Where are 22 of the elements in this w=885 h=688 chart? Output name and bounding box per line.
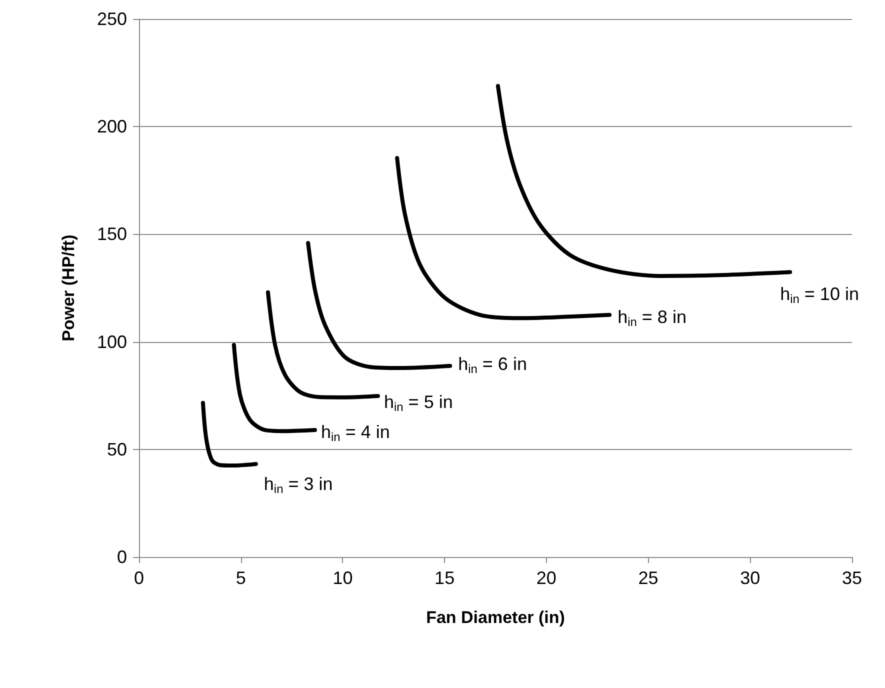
- x-tick-label: 30: [740, 568, 760, 588]
- x-tick-label: 0: [134, 568, 144, 588]
- x-tick-label: 10: [332, 568, 353, 588]
- x-tick-label: 15: [434, 568, 455, 588]
- x-tick-label: 20: [536, 568, 556, 588]
- line-series: [306, 241, 452, 370]
- y-tick-label: 250: [96, 9, 127, 29]
- x-axis-title: Fan Diameter (in): [426, 608, 565, 627]
- line-series: [395, 156, 612, 320]
- y-tick-label: 200: [96, 116, 127, 137]
- line-series: [200, 400, 258, 468]
- line-series: [266, 290, 380, 400]
- y-tick-label: 50: [106, 439, 127, 460]
- y-tick-label: 150: [96, 224, 127, 244]
- y-tick-label: 100: [96, 332, 127, 352]
- line-series: [232, 343, 318, 434]
- x-tick-label: 5: [236, 568, 246, 588]
- line-series: [496, 84, 792, 278]
- y-tick-label: 0: [116, 547, 127, 567]
- x-tick-label: 35: [842, 568, 862, 588]
- x-tick-label: 25: [638, 568, 658, 588]
- y-axis-title: Power (HP/ft): [59, 234, 78, 342]
